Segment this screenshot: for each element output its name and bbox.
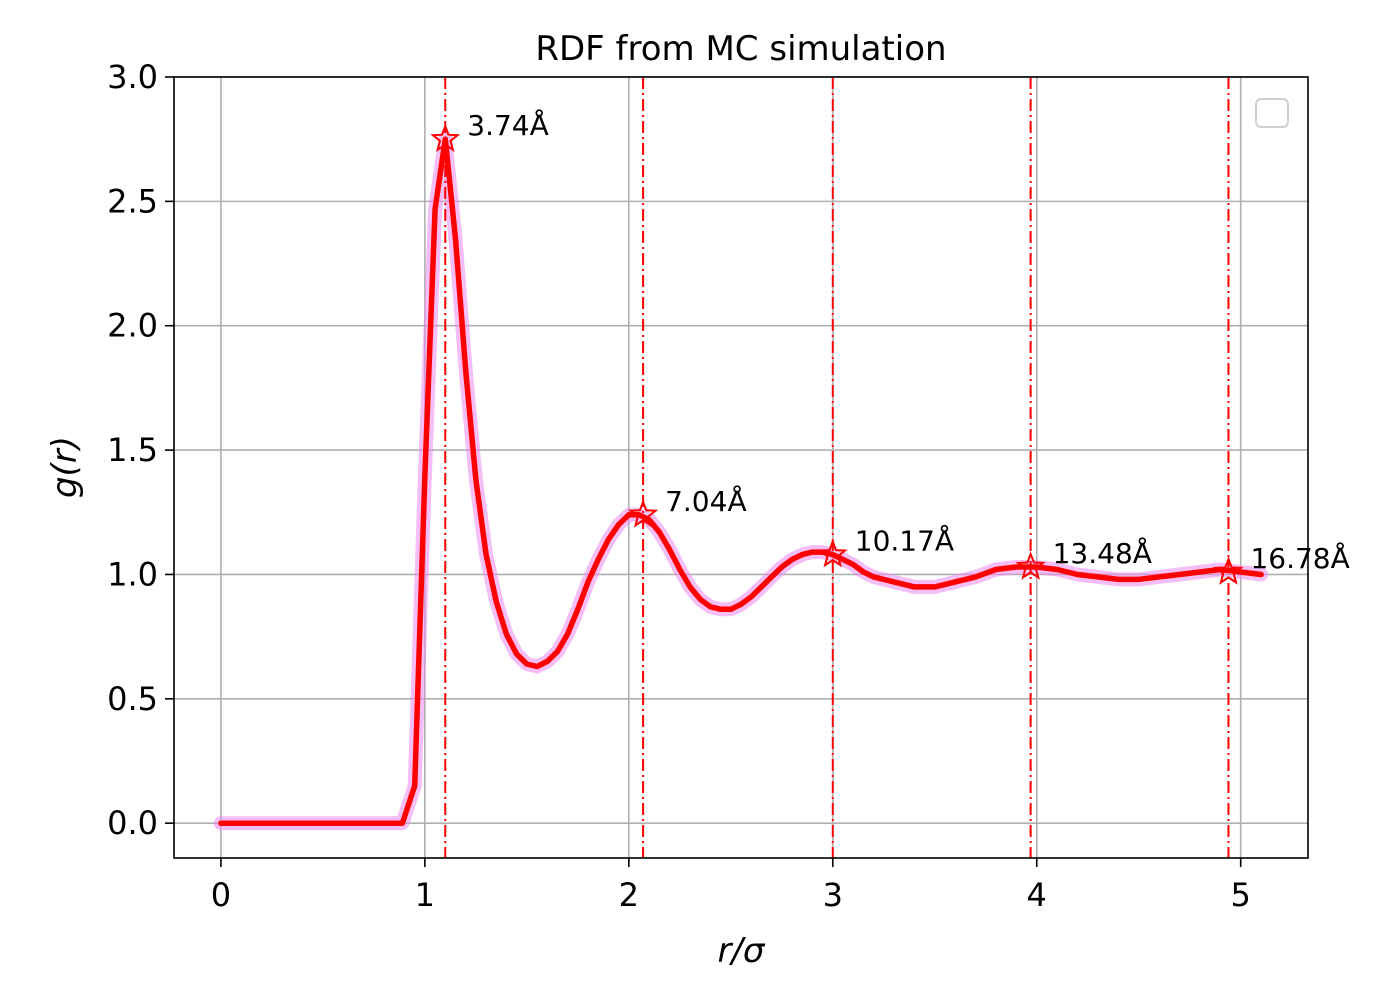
peak-label: 13.48Å [1053, 536, 1152, 570]
x-tick-label: 3 [823, 876, 843, 914]
y-axis-label: g(r) [45, 436, 85, 498]
peak-star-marker [1213, 556, 1244, 585]
y-tick-label: 0.5 [107, 680, 158, 718]
rdf-error-band [213, 132, 1269, 831]
x-tick-label: 4 [1027, 876, 1047, 914]
y-tick-label: 1.0 [107, 555, 158, 593]
x-tick-label: 5 [1231, 876, 1251, 914]
peak-star-marker [817, 538, 848, 568]
peak-star-marker [1015, 551, 1046, 580]
peak-star-marker [628, 498, 659, 528]
y-tick-label: 3.0 [107, 58, 158, 96]
peak-annotations: 3.74Å 7.04Å 10.17Å 13.48Å 16.78Å [467, 108, 1350, 575]
peak-label: 7.04Å [665, 484, 747, 518]
x-tick-label: 0 [211, 876, 231, 914]
y-tick-label: 0.0 [107, 804, 158, 842]
grid-lines [174, 76, 1308, 858]
axis-ticks: 0 1 2 3 4 5 0.0 0.5 1.0 1.5 2.0 2.5 3.0 [107, 58, 1251, 914]
peak-markers [430, 123, 1244, 585]
x-tick-label: 2 [619, 876, 639, 914]
rdf-curve [218, 136, 1264, 826]
peak-label: 3.74Å [467, 108, 548, 142]
x-axis-label: r/σ [718, 931, 766, 971]
peak-guide-lines [444, 77, 1230, 858]
x-tick-label: 1 [415, 876, 435, 914]
confidence-band [213, 132, 1269, 831]
y-tick-label: 2.0 [107, 307, 158, 345]
y-tick-label: 1.5 [107, 431, 158, 469]
peak-label: 10.17Å [855, 524, 954, 558]
legend-box [1255, 98, 1289, 128]
y-tick-label: 2.5 [107, 182, 158, 220]
peak-label: 16.78Å [1250, 541, 1349, 575]
plot-frame [173, 76, 1309, 859]
rdf-line [218, 136, 1264, 826]
peak-star-marker [430, 123, 461, 152]
chart-title: RDF from MC simulation [535, 29, 946, 69]
